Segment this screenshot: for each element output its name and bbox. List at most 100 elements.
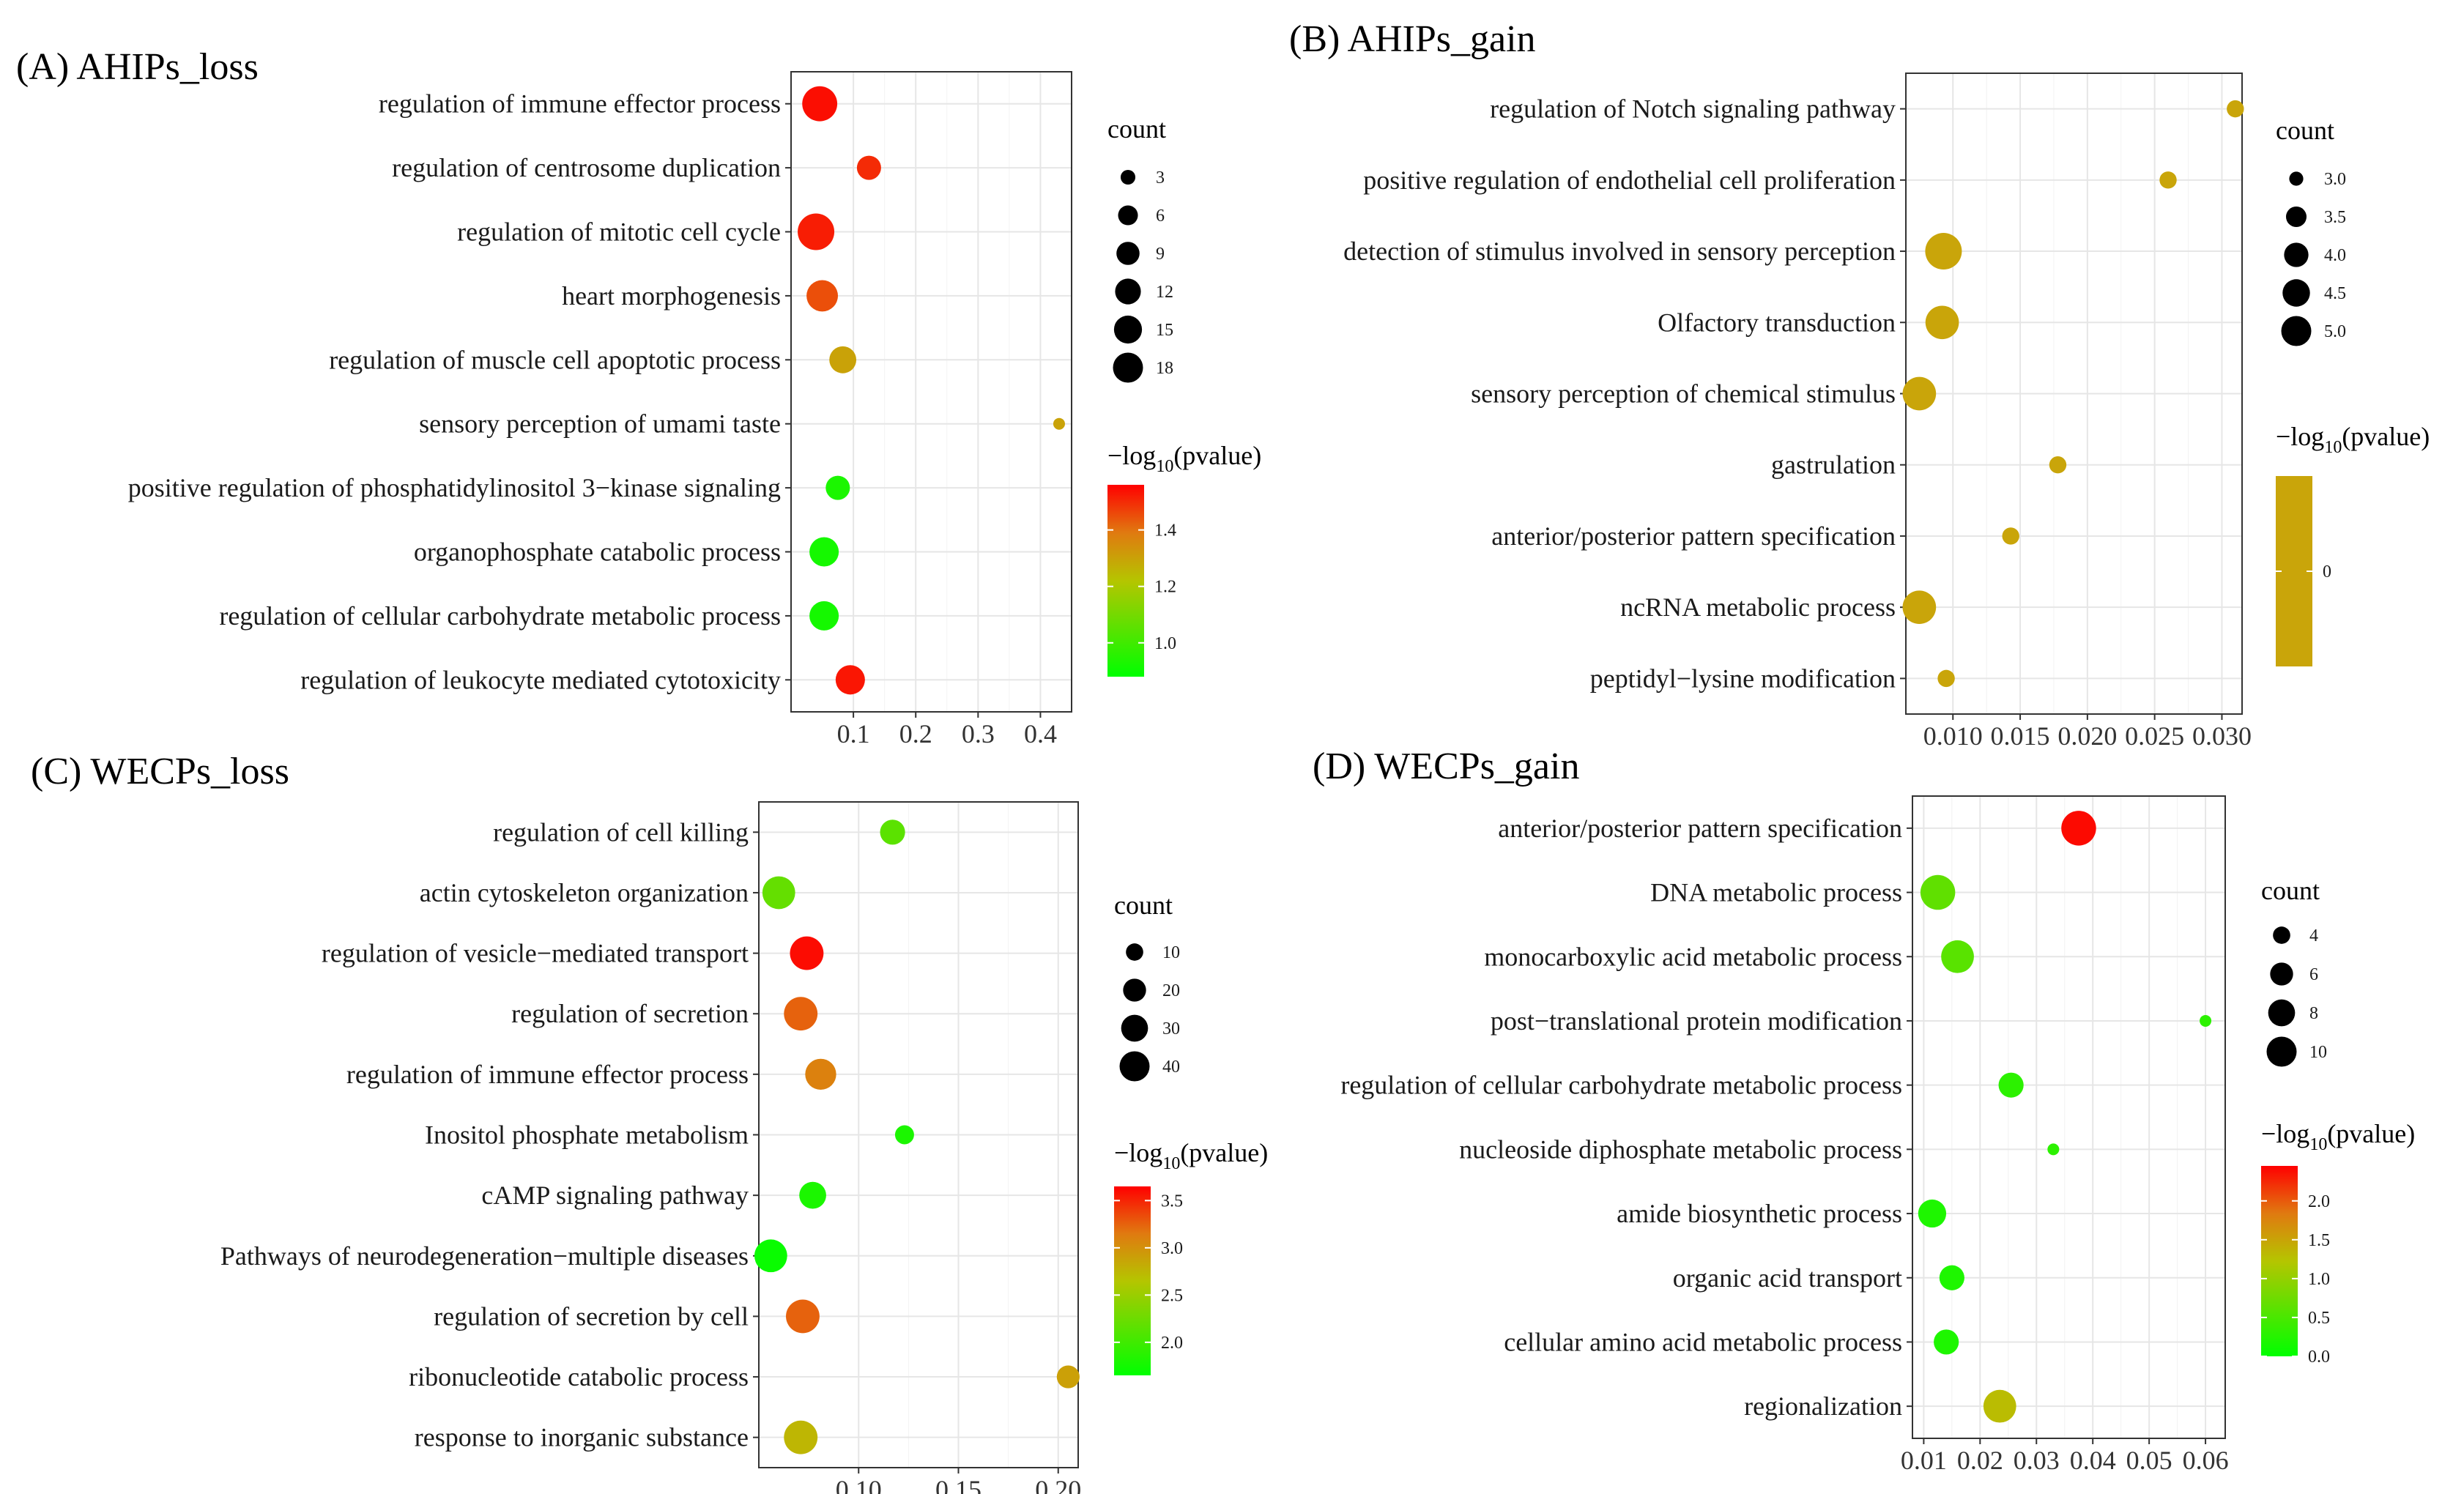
category-label: regulation of muscle cell apoptotic proc… — [329, 345, 781, 374]
size-legend-key — [1126, 943, 1143, 961]
category-label: cAMP signaling pathway — [481, 1181, 749, 1210]
plot-frame — [790, 71, 1072, 713]
category-label: monocarboxylic acid metabolic process — [1484, 942, 1902, 971]
panel-2: (B) AHIPs_gain regulation of Notch signal… — [1289, 18, 2430, 751]
x-tick-label: 0.01 — [1901, 1446, 1947, 1475]
panel-title: (A) AHIPs_loss — [16, 46, 259, 88]
x-tick-label: 0.030 — [2192, 721, 2252, 751]
data-point — [2200, 1014, 2212, 1027]
x-tick-label: 0.020 — [2057, 721, 2117, 751]
data-point — [880, 820, 905, 845]
x-tick-label: 0.015 — [1991, 721, 2050, 751]
x-tick-label: 0.06 — [2183, 1446, 2229, 1475]
color-bar-label: 0 — [2323, 562, 2331, 581]
category-label: positive regulation of phosphatidylinosi… — [128, 473, 781, 502]
panel-title: (C) WECPs_loss — [31, 751, 289, 792]
x-tick-label: 0.20 — [1035, 1475, 1081, 1494]
category-label: Olfactory transduction — [1658, 308, 1896, 337]
category-label: gastrulation — [1771, 450, 1896, 480]
data-point — [799, 1181, 826, 1209]
data-point — [829, 346, 857, 374]
panel-4: (D) WECPs_gain anterior/posterior pattern… — [1313, 746, 2415, 1475]
category-label: sensory perception of chemical stimulus — [1471, 379, 1896, 409]
data-point — [2159, 171, 2177, 189]
category-label: amide biosynthetic process — [1617, 1199, 1902, 1228]
category-label: positive regulation of endothelial cell … — [1363, 166, 1896, 195]
size-legend-key — [1121, 1014, 1148, 1042]
category-label: regulation of Notch signaling pathway — [1490, 94, 1896, 124]
color-bar-label: 1.2 — [1154, 578, 1176, 597]
category-label: regulation of leukocyte mediated cytotox… — [300, 665, 781, 694]
size-legend-title: count — [1107, 114, 1166, 144]
color-bar-label: 1.4 — [1154, 521, 1176, 540]
size-legend-title: count — [1114, 891, 1173, 920]
size-legend-key — [2289, 171, 2304, 186]
size-legend-label: 3.0 — [2324, 170, 2346, 189]
panel-title: (B) AHIPs_gain — [1289, 18, 1536, 60]
data-point — [1939, 1265, 1964, 1290]
x-tick-label: 0.1 — [837, 719, 870, 748]
category-label: Pathways of neurodegeneration−multiple d… — [220, 1241, 749, 1271]
data-point — [1925, 233, 1962, 270]
size-legend-key — [1118, 205, 1138, 226]
x-tick-label: 0.15 — [935, 1475, 981, 1494]
category-label: post−translational protein modification — [1491, 1006, 1902, 1036]
size-legend-key — [1115, 278, 1141, 305]
x-tick-label: 0.4 — [1024, 719, 1057, 748]
category-label: detection of stimulus involved in sensor… — [1343, 237, 1896, 266]
size-legend-key — [2273, 926, 2290, 944]
data-point — [784, 997, 818, 1031]
size-legend-label: 9 — [1156, 245, 1165, 264]
size-legend-key — [2266, 1036, 2297, 1067]
color-bar — [1107, 485, 1144, 677]
color-legend-title: −log10(pvalue) — [1107, 441, 1261, 476]
data-point — [835, 665, 865, 695]
size-legend-key — [1116, 242, 1140, 265]
plot-border — [790, 71, 1072, 713]
size-legend-label: 5.0 — [2324, 322, 2346, 341]
category-label: regulation of secretion by cell — [434, 1301, 749, 1331]
category-label: regulation of cell killing — [493, 817, 749, 847]
size-legend-key — [1120, 169, 1136, 185]
size-legend-label: 10 — [1162, 943, 1180, 962]
category-label: regulation of immune effector process — [346, 1060, 749, 1089]
data-point — [1920, 874, 1956, 910]
category-label: heart morphogenesis — [562, 281, 781, 311]
color-bar-label: 2.5 — [1161, 1286, 1183, 1305]
color-bar-label: 2.0 — [2308, 1192, 2330, 1211]
size-legend-label: 15 — [1156, 321, 1173, 340]
x-tick-label: 0.2 — [899, 719, 932, 748]
category-label: peptidyl−lysine modification — [1590, 664, 1896, 693]
category-label: organic acid transport — [1673, 1263, 1902, 1293]
size-legend-label: 12 — [1156, 283, 1173, 302]
size-legend-label: 18 — [1156, 359, 1173, 378]
size-legend-label: 3.5 — [2324, 208, 2346, 227]
color-bar-label: 0.0 — [2308, 1348, 2330, 1367]
data-point — [1918, 1199, 1947, 1228]
data-point — [1056, 1365, 1080, 1389]
color-bar — [2261, 1166, 2298, 1356]
data-point — [802, 86, 838, 122]
x-tick-label: 0.04 — [2070, 1446, 2116, 1475]
data-point — [2002, 527, 2019, 545]
data-point — [1934, 1329, 1959, 1355]
category-label: regionalization — [1744, 1391, 1902, 1421]
size-legend-label: 4.5 — [2324, 284, 2346, 303]
x-tick-label: 0.05 — [2126, 1446, 2172, 1475]
category-label: anterior/posterior pattern specification — [1498, 814, 1902, 843]
x-tick-label: 0.3 — [962, 719, 995, 748]
category-label: anterior/posterior pattern specification — [1491, 521, 1896, 551]
size-legend-label: 6 — [2309, 965, 2318, 984]
data-point — [1925, 305, 1959, 340]
category-label: nucleoside diphosphate metabolic process — [1459, 1134, 1902, 1164]
category-label: regulation of centrosome duplication — [392, 153, 781, 182]
data-point — [1998, 1072, 2024, 1098]
category-label: cellular amino acid metabolic process — [1504, 1327, 1902, 1356]
category-label: organophosphate catabolic process — [414, 538, 781, 567]
size-legend-title: count — [2261, 876, 2320, 905]
category-label: sensory perception of umami taste — [419, 409, 781, 439]
plot-border — [1912, 795, 2226, 1439]
size-legend-key — [2268, 999, 2296, 1027]
color-bar-label: 1.0 — [1154, 634, 1176, 653]
